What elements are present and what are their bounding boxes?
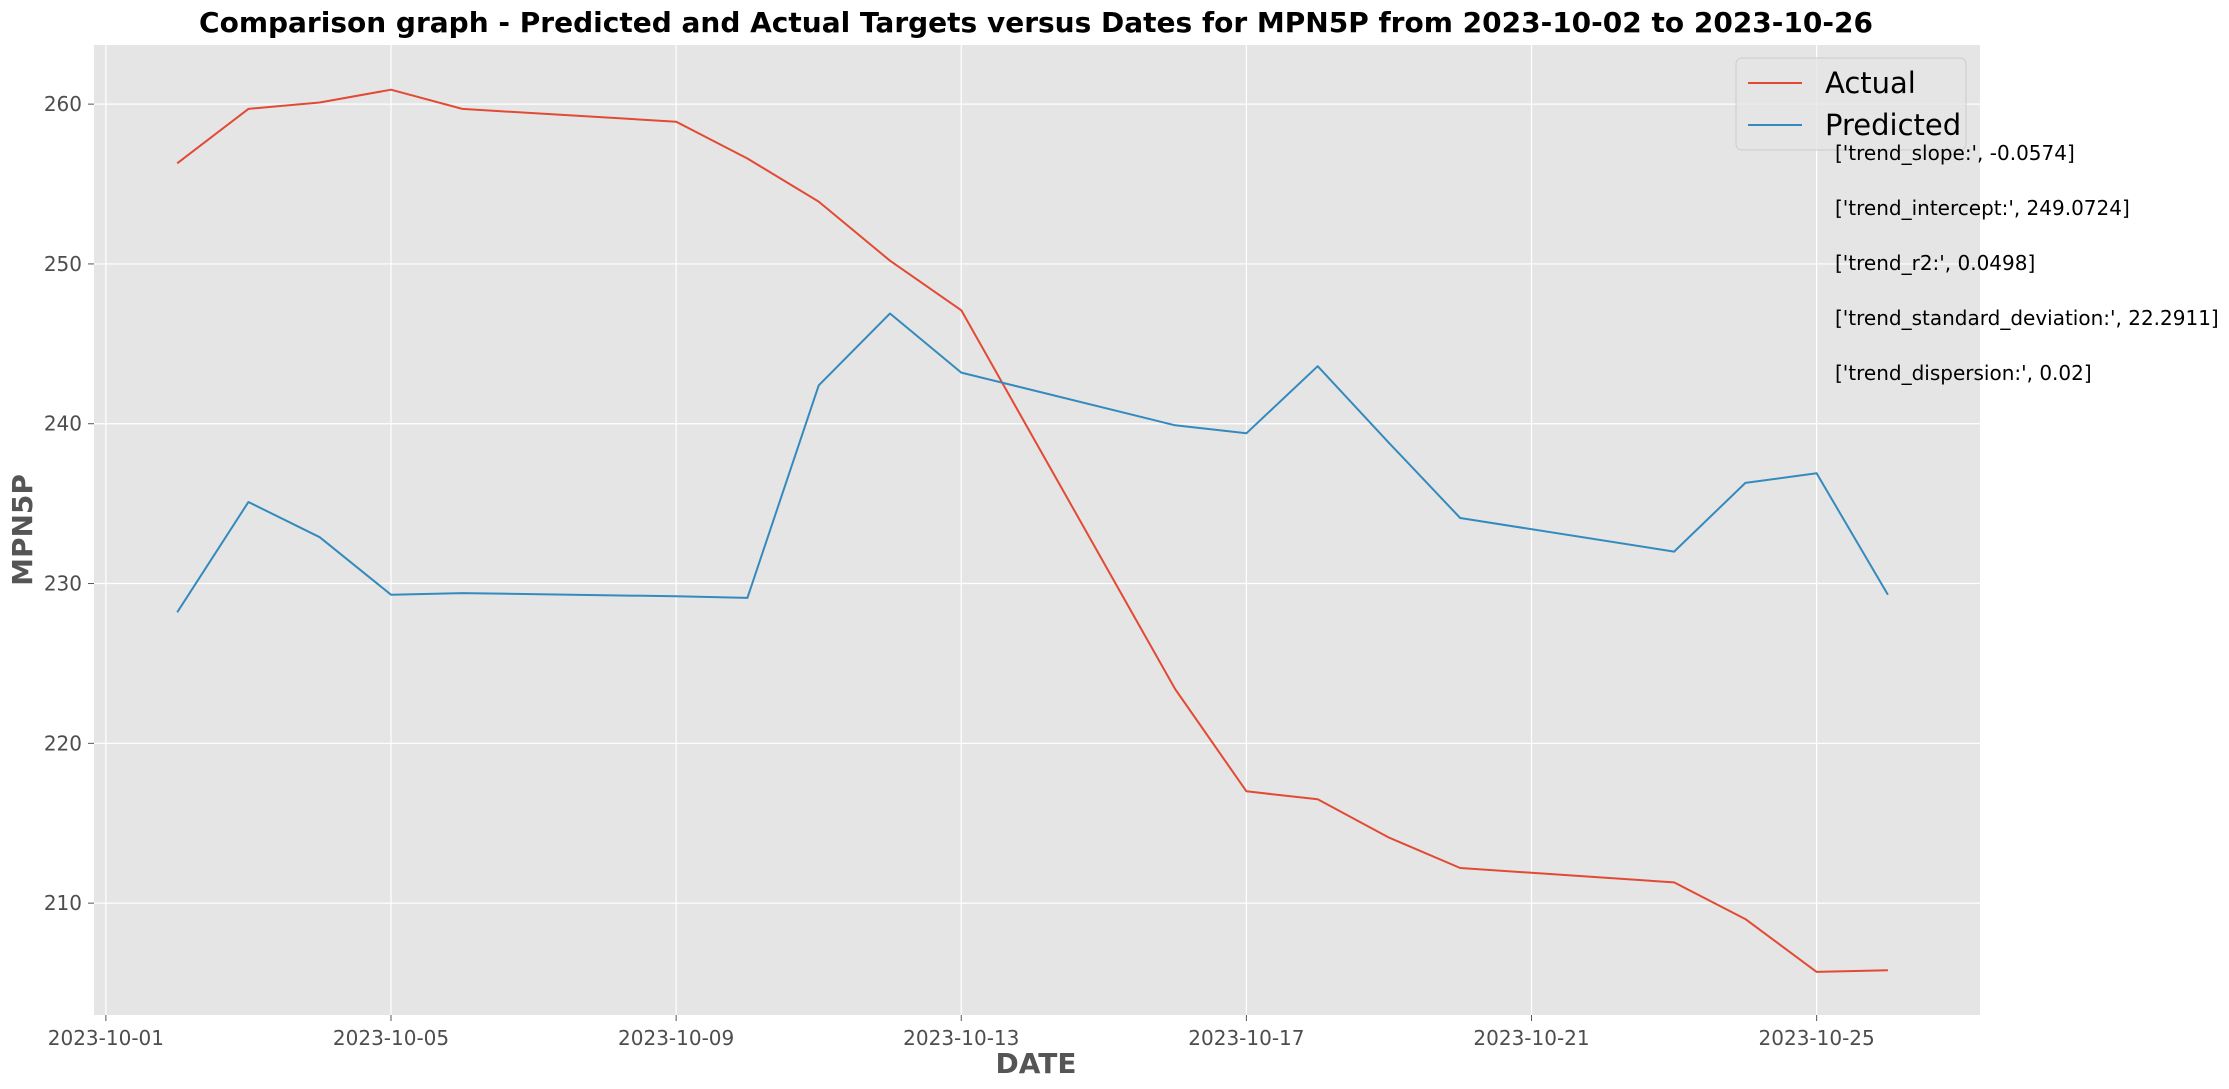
y-tick-labels: 210 220 230 240 250 260 bbox=[44, 92, 94, 915]
x-tick-label: 2023-10-01 bbox=[48, 1026, 164, 1050]
x-tick-label: 2023-10-17 bbox=[1188, 1026, 1304, 1050]
y-tick-label: 220 bbox=[44, 731, 82, 755]
trend-annotations: ['trend_slope:', -0.0574] ['trend_interc… bbox=[1835, 141, 2219, 385]
annotation-trend-dispersion: ['trend_dispersion:', 0.02] bbox=[1835, 361, 2092, 385]
y-tick-label: 250 bbox=[44, 252, 82, 276]
y-tick-label: 230 bbox=[44, 572, 82, 596]
y-tick-label: 210 bbox=[44, 891, 82, 915]
x-tick-label: 2023-10-05 bbox=[333, 1026, 449, 1050]
y-gridlines bbox=[94, 103, 1980, 904]
y-tick-label: 240 bbox=[44, 412, 82, 436]
legend-label-actual: Actual bbox=[1825, 66, 1916, 100]
x-tick-label: 2023-10-13 bbox=[903, 1026, 1019, 1050]
y-tick-label: 260 bbox=[44, 92, 82, 116]
legend: Actual Predicted bbox=[1735, 57, 1967, 151]
annotation-trend-standard-deviation: ['trend_standard_deviation:', 22.2911] bbox=[1835, 306, 2219, 330]
plot-area bbox=[94, 45, 1980, 1015]
annotation-trend-intercept: ['trend_intercept:', 249.0724] bbox=[1835, 196, 2130, 220]
series-layer bbox=[176, 88, 1889, 973]
x-tick-label: 2023-10-21 bbox=[1473, 1026, 1589, 1050]
legend-label-predicted: Predicted bbox=[1825, 108, 1961, 142]
x-gridlines bbox=[105, 45, 1818, 1015]
x-tick-label: 2023-10-25 bbox=[1759, 1026, 1875, 1050]
x-tick-label: 2023-10-09 bbox=[618, 1026, 734, 1050]
x-axis-label: DATE bbox=[996, 1047, 1077, 1080]
annotation-trend-slope: ['trend_slope:', -0.0574] bbox=[1835, 141, 2075, 165]
series-line-actual bbox=[176, 88, 1888, 973]
chart-title: Comparison graph - Predicted and Actual … bbox=[199, 6, 1873, 39]
annotation-trend-r2: ['trend_r2:', 0.0498] bbox=[1835, 251, 2035, 275]
series-line-predicted bbox=[176, 312, 1889, 613]
y-axis-label: MPN5P bbox=[6, 474, 39, 586]
x-tick-labels: 2023-10-01 2023-10-05 2023-10-09 2023-10-13… bbox=[48, 1015, 1875, 1050]
legend-box bbox=[1735, 57, 1967, 151]
